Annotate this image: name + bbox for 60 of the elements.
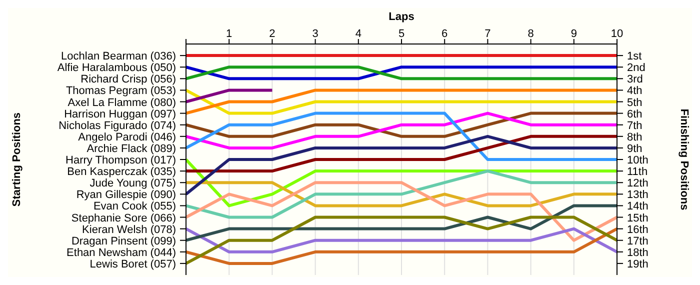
category-label: Harrison Huggan (097) bbox=[64, 108, 176, 120]
x-tick-label: 1 bbox=[226, 28, 232, 40]
y-tick-label: 18th bbox=[627, 246, 648, 259]
line-series bbox=[186, 204, 617, 242]
category-label: Harry Thompson (017) bbox=[66, 154, 176, 166]
y-tick-label: 9th bbox=[627, 142, 642, 155]
text: Starting Positions bbox=[10, 112, 23, 207]
line-series bbox=[186, 170, 617, 219]
y-tick-label: 16th bbox=[627, 224, 648, 236]
category-label: Dragan Pinsent (099) bbox=[71, 235, 176, 248]
x-tick-label: 7 bbox=[484, 28, 491, 40]
line-series bbox=[186, 112, 617, 161]
category-label: Ben Kasperczak (035) bbox=[67, 166, 176, 178]
line-series bbox=[186, 216, 617, 265]
y-tick-label: 6th bbox=[627, 108, 642, 120]
y-tick-label: 4th bbox=[627, 85, 642, 98]
y-tick-label: 10th bbox=[627, 154, 648, 166]
category-label: Evan Cook (055) bbox=[93, 200, 176, 213]
line-series bbox=[186, 158, 617, 208]
x-tick-label: 9 bbox=[570, 28, 577, 40]
category-label: Angelo Parodi (046) bbox=[78, 131, 176, 144]
line-series bbox=[186, 134, 617, 196]
category-label: Kieran Welsh (078) bbox=[82, 224, 176, 236]
line-series bbox=[186, 181, 617, 242]
category-label: Lochlan Bearman (036) bbox=[61, 50, 176, 63]
y-tick-label: 1st bbox=[627, 50, 642, 63]
y-tick-label: 19th bbox=[627, 258, 648, 270]
category-label: Richard Crisp (056) bbox=[80, 74, 176, 86]
line-series bbox=[186, 112, 617, 150]
x-tick-label: 10 bbox=[610, 28, 624, 40]
category-label: Axel La Flamme (080) bbox=[68, 96, 176, 109]
x-tick-label: 2 bbox=[269, 28, 276, 40]
y-tick-label: 15th bbox=[627, 212, 648, 224]
category-label: Ryan Gillespie (090) bbox=[76, 189, 176, 202]
x-tick-label: 6 bbox=[442, 28, 448, 40]
y-tick-label: 7th bbox=[627, 120, 642, 132]
y-tick-label: 8th bbox=[627, 131, 642, 144]
y-tick-label: 3rd bbox=[627, 74, 643, 86]
line-series bbox=[186, 134, 617, 173]
y-tick-label: 17th bbox=[627, 235, 648, 248]
x-axis-title: Laps bbox=[388, 11, 414, 23]
category-label: Alfie Haralambous (050) bbox=[57, 62, 176, 74]
x-tick-label: 4 bbox=[355, 28, 362, 40]
y-tick-label: 12th bbox=[627, 178, 648, 190]
category-label: Ethan Newsham (044) bbox=[66, 246, 176, 259]
x-tick-label: 5 bbox=[398, 28, 405, 40]
x-tick-label: 8 bbox=[528, 28, 534, 40]
y-tick-label: 13th bbox=[627, 189, 648, 202]
category-label: Lewis Boret (057) bbox=[90, 258, 176, 270]
y-axis-title: Finishing Positions bbox=[678, 108, 690, 210]
category-label: Archie Flack (089) bbox=[86, 142, 176, 155]
category-label: Stephanie Sore (066) bbox=[71, 212, 176, 224]
category-label: Jude Young (075) bbox=[90, 178, 176, 190]
x-tick-label: 3 bbox=[312, 28, 318, 40]
y-tick-label: 14th bbox=[627, 200, 648, 213]
category-label: Thomas Pegram (053) bbox=[66, 85, 176, 98]
y-tick-label: 11th bbox=[627, 166, 648, 178]
category-label: Nicholas Figurado (074) bbox=[58, 120, 176, 132]
y-tick-label: 5th bbox=[627, 96, 642, 109]
y-tick-label: 2nd bbox=[627, 62, 646, 74]
